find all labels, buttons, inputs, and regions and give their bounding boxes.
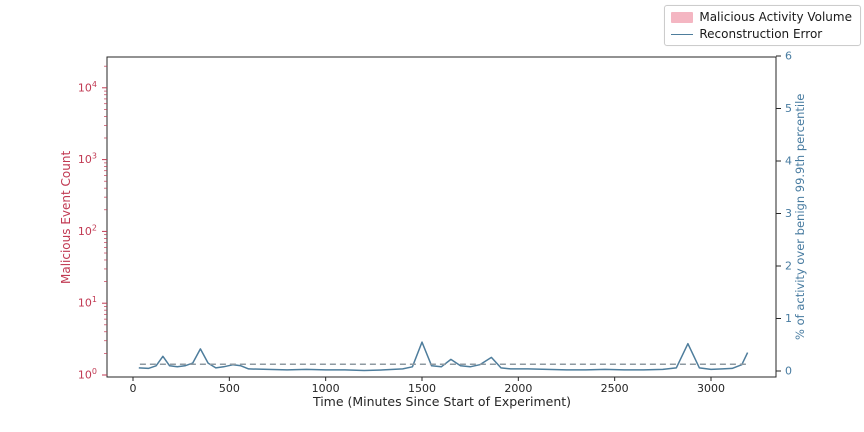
left-tick-label: 104 <box>78 80 97 95</box>
right-tick-label: 5 <box>785 102 792 115</box>
right-tick-label: 2 <box>785 260 792 273</box>
x-tick-label: 500 <box>219 382 240 395</box>
legend-label: Reconstruction Error <box>699 27 823 41</box>
right-tick-label: 1 <box>785 312 792 325</box>
axes-frame <box>106 56 777 378</box>
line-swatch-icon <box>671 33 694 35</box>
legend: Malicious Activity Volume Reconstruction… <box>664 5 861 46</box>
x-axis-label: Time (Minutes Since Start of Experiment) <box>312 394 572 409</box>
right-tick-label: 4 <box>785 155 792 168</box>
left-tick-label: 102 <box>78 223 97 238</box>
x-tick-label: 1000 <box>312 382 340 395</box>
right-tick-label: 3 <box>785 207 792 220</box>
left-tick-label: 103 <box>78 152 97 167</box>
legend-item-malicious-volume: Malicious Activity Volume <box>671 10 852 24</box>
right-tick-label: 0 <box>785 365 792 378</box>
legend-label: Malicious Activity Volume <box>699 10 852 24</box>
x-tick-label: 2500 <box>601 382 629 395</box>
left-tick-label: 101 <box>78 295 97 310</box>
left-tick-label: 100 <box>78 367 97 382</box>
x-tick-label: 2000 <box>504 382 532 395</box>
pink-patch-icon <box>671 11 694 23</box>
left-y-axis-label: Malicious Event Count <box>59 150 73 284</box>
legend-item-reconstruction-error: Reconstruction Error <box>671 27 852 41</box>
x-tick-label: 3000 <box>697 382 725 395</box>
x-tick-label: 0 <box>130 382 137 395</box>
x-tick-label: 1500 <box>408 382 436 395</box>
series-reconstruction-error <box>138 341 749 372</box>
right-y-axis-label: % of activity over benign 99.9th percent… <box>793 93 807 341</box>
right-tick-label: 6 <box>785 50 792 63</box>
